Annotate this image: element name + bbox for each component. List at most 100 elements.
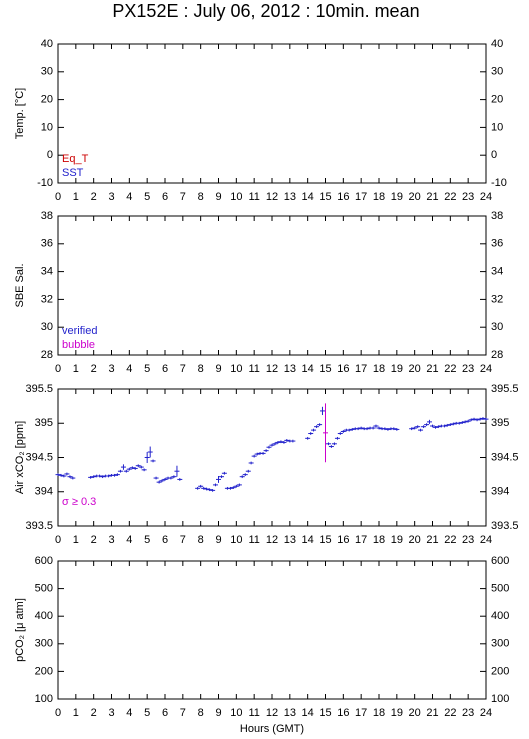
x-tick-label: 9 <box>215 363 221 375</box>
x-tick-label: 5 <box>144 191 150 203</box>
x-tick-label: 3 <box>108 534 114 546</box>
x-tick-label: 4 <box>126 191 132 203</box>
page-title: PX152E : July 06, 2012 : 10min. mean <box>112 1 419 21</box>
x-tick-label: 8 <box>198 363 204 375</box>
x-tick-label: 11 <box>248 363 259 375</box>
x-tick-label: 9 <box>215 707 221 719</box>
x-axis-label: Hours (GMT) <box>240 723 304 735</box>
legend-entry: Eq_T <box>62 153 89 165</box>
x-tick-label: 6 <box>162 363 168 375</box>
y-tick-label: 38 <box>41 210 53 222</box>
y-tick-label: -10 <box>491 177 507 189</box>
x-tick-label: 16 <box>337 191 349 203</box>
y-tick-label: 100 <box>491 693 509 705</box>
x-tick-label: 23 <box>462 707 474 719</box>
x-tick-label: 19 <box>391 191 403 203</box>
x-tick-label: 0 <box>55 191 61 203</box>
x-tick-label: 11 <box>248 191 259 203</box>
x-tick-label: 6 <box>162 707 168 719</box>
y-tick-label: 20 <box>491 94 503 106</box>
x-tick-label: 1 <box>73 191 79 203</box>
x-tick-label: 20 <box>409 191 421 203</box>
x-tick-label: 18 <box>373 707 385 719</box>
y-tick-label: 30 <box>491 66 503 78</box>
x-tick-label: 15 <box>319 707 331 719</box>
x-tick-label: 2 <box>91 363 97 375</box>
y-tick-label: 40 <box>41 38 53 50</box>
x-tick-label: 17 <box>355 534 367 546</box>
y-tick-label: 500 <box>491 583 509 595</box>
x-tick-label: 16 <box>337 363 349 375</box>
x-tick-label: 14 <box>302 707 314 719</box>
x-tick-label: 17 <box>355 363 367 375</box>
y-tick-label: -10 <box>37 177 53 189</box>
y-tick-label: 395 <box>35 417 53 429</box>
y-tick-label: 100 <box>35 693 53 705</box>
x-tick-label: 13 <box>284 707 296 719</box>
x-tick-label: 7 <box>180 363 186 375</box>
x-tick-label: 8 <box>198 534 204 546</box>
x-tick-label: 15 <box>319 363 331 375</box>
x-tick-label: 24 <box>480 707 492 719</box>
y-tick-label: 34 <box>491 266 503 278</box>
x-tick-label: 21 <box>426 534 438 546</box>
x-tick-label: 18 <box>373 363 385 375</box>
x-tick-label: 21 <box>426 191 438 203</box>
x-tick-label: 8 <box>198 707 204 719</box>
legend-entry: bubble <box>62 339 95 351</box>
x-tick-label: 20 <box>409 363 421 375</box>
x-tick-label: 1 <box>73 707 79 719</box>
y-tick-label: 393.5 <box>25 520 53 532</box>
y-tick-label: 32 <box>491 293 503 305</box>
x-tick-label: 19 <box>391 363 403 375</box>
y-tick-label: 10 <box>41 121 53 133</box>
y-tick-label: 394.5 <box>491 451 519 463</box>
plot-frame <box>57 215 487 356</box>
y-tick-label: 600 <box>35 555 53 567</box>
x-tick-label: 3 <box>108 191 114 203</box>
x-tick-label: 23 <box>462 191 474 203</box>
x-tick-label: 23 <box>462 534 474 546</box>
y-tick-label: 395.5 <box>491 383 519 395</box>
y-tick-label: 36 <box>41 238 53 250</box>
x-tick-label: 5 <box>144 363 150 375</box>
x-tick-label: 8 <box>198 191 204 203</box>
x-tick-label: 12 <box>266 363 278 375</box>
x-tick-label: 14 <box>302 191 314 203</box>
x-tick-label: 3 <box>108 363 114 375</box>
x-tick-label: 12 <box>266 707 278 719</box>
y-tick-label: 10 <box>491 121 503 133</box>
x-tick-label: 5 <box>144 707 150 719</box>
x-tick-label: 0 <box>55 363 61 375</box>
y-tick-label: 34 <box>41 266 53 278</box>
x-tick-label: 1 <box>73 363 79 375</box>
x-tick-label: 13 <box>284 363 296 375</box>
x-tick-label: 7 <box>180 191 186 203</box>
x-tick-label: 22 <box>444 363 456 375</box>
x-tick-label: 15 <box>319 191 331 203</box>
y-tick-label: 38 <box>491 210 503 222</box>
y-tick-label: 30 <box>41 321 53 333</box>
x-tick-label: 22 <box>444 707 456 719</box>
x-tick-label: 18 <box>373 191 385 203</box>
x-tick-label: 15 <box>319 534 331 546</box>
y-tick-label: 32 <box>41 293 53 305</box>
y-tick-label: 500 <box>35 583 53 595</box>
y-tick-label: 30 <box>491 321 503 333</box>
x-tick-label: 22 <box>444 191 456 203</box>
x-tick-label: 13 <box>284 191 296 203</box>
legend-entry: SST <box>62 167 84 179</box>
x-tick-label: 7 <box>180 534 186 546</box>
plot-frame <box>57 43 487 184</box>
x-tick-label: 10 <box>230 363 242 375</box>
x-tick-label: 2 <box>91 707 97 719</box>
x-tick-label: 9 <box>215 534 221 546</box>
y-tick-label: 200 <box>491 665 509 677</box>
y-tick-label: 300 <box>491 638 509 650</box>
y-tick-label: 20 <box>41 94 53 106</box>
x-tick-label: 11 <box>248 534 259 546</box>
x-tick-label: 2 <box>91 534 97 546</box>
x-tick-label: 7 <box>180 707 186 719</box>
x-tick-label: 18 <box>373 534 385 546</box>
